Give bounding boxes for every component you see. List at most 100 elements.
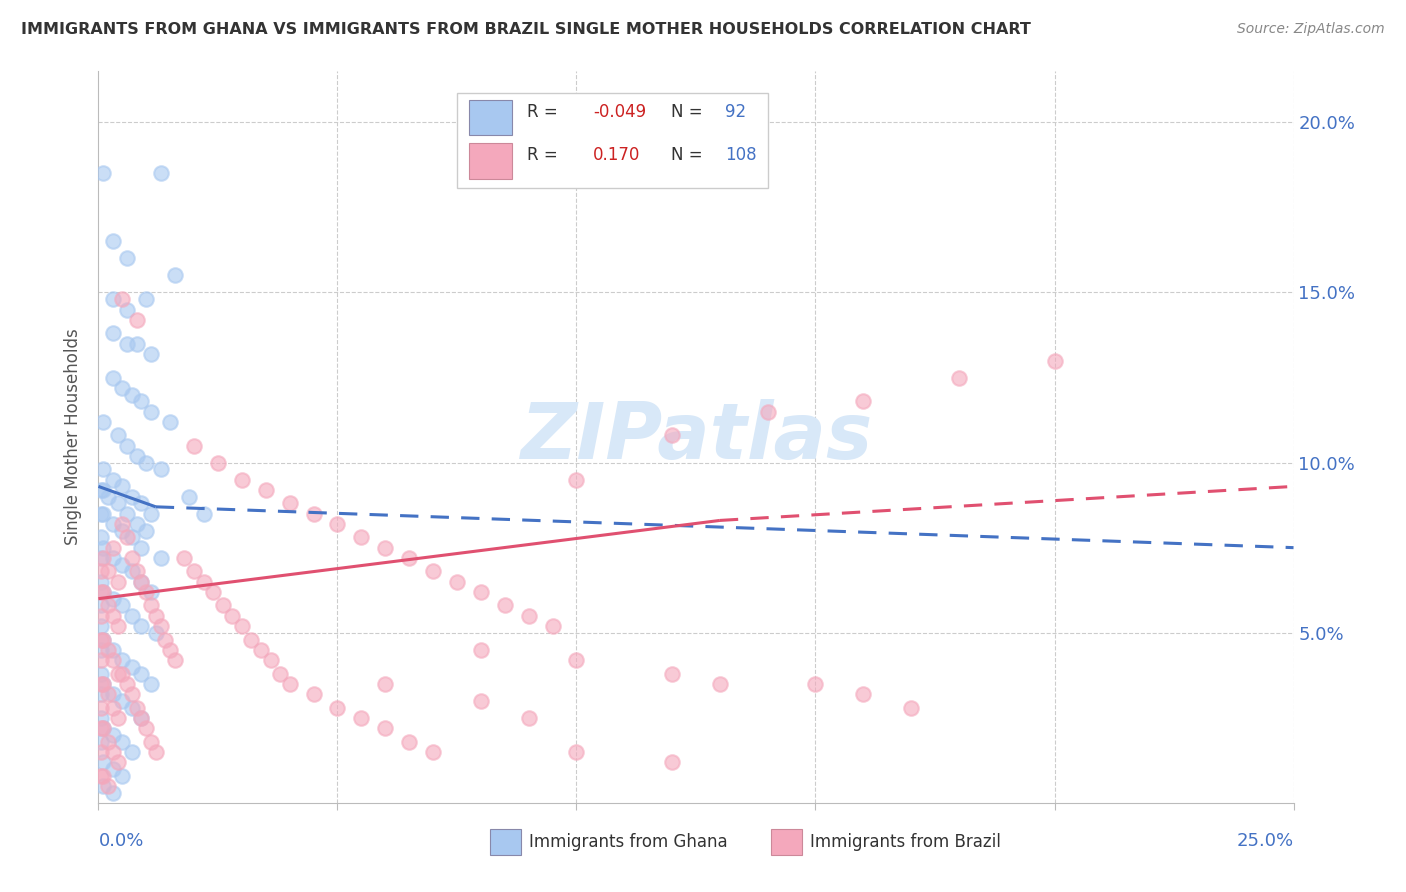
- Text: R =: R =: [527, 103, 558, 120]
- Point: [125, 336, 148, 351]
- Point: [91, 768, 114, 782]
- Point: [97, 565, 120, 579]
- Point: [173, 550, 195, 565]
- Point: [139, 734, 162, 748]
- Point: [565, 473, 588, 487]
- Point: [145, 625, 167, 640]
- Point: [91, 721, 114, 735]
- Point: [91, 507, 114, 521]
- Point: [278, 496, 301, 510]
- Point: [101, 473, 124, 487]
- Point: [111, 293, 134, 307]
- Point: [422, 745, 444, 759]
- Point: [97, 490, 120, 504]
- Point: [149, 166, 172, 180]
- Point: [131, 711, 153, 725]
- Point: [517, 608, 540, 623]
- Point: [115, 302, 138, 317]
- Point: [231, 473, 253, 487]
- Text: 108: 108: [724, 146, 756, 164]
- Point: [90, 483, 112, 497]
- Point: [125, 700, 148, 714]
- Text: N =: N =: [671, 103, 703, 120]
- Point: [90, 711, 112, 725]
- Point: [90, 599, 112, 613]
- Point: [259, 653, 281, 667]
- Point: [125, 312, 148, 326]
- Point: [121, 687, 143, 701]
- Point: [90, 677, 112, 691]
- Point: [948, 370, 970, 384]
- Point: [517, 711, 540, 725]
- Point: [131, 574, 153, 589]
- Point: [111, 734, 134, 748]
- Point: [709, 677, 731, 691]
- Point: [159, 642, 181, 657]
- Point: [159, 415, 181, 429]
- Text: R =: R =: [527, 146, 558, 164]
- Point: [90, 632, 112, 647]
- Point: [125, 565, 148, 579]
- Point: [115, 336, 138, 351]
- Point: [115, 507, 138, 521]
- Point: [101, 516, 124, 531]
- Point: [661, 755, 683, 769]
- Point: [115, 677, 138, 691]
- Point: [756, 404, 779, 418]
- Point: [90, 721, 112, 735]
- Point: [149, 550, 172, 565]
- Point: [422, 565, 444, 579]
- Text: 25.0%: 25.0%: [1236, 832, 1294, 850]
- Point: [149, 619, 172, 633]
- Point: [900, 700, 922, 714]
- Point: [179, 490, 201, 504]
- Point: [374, 677, 396, 691]
- Point: [91, 483, 114, 497]
- Point: [254, 483, 277, 497]
- Point: [131, 711, 153, 725]
- Point: [107, 574, 129, 589]
- Point: [107, 496, 129, 510]
- Point: [183, 565, 205, 579]
- Point: [111, 694, 134, 708]
- Point: [91, 550, 114, 565]
- Text: N =: N =: [671, 146, 703, 164]
- Point: [470, 585, 492, 599]
- Point: [326, 516, 349, 531]
- Point: [91, 721, 114, 735]
- Point: [163, 653, 186, 667]
- Point: [183, 439, 205, 453]
- Point: [111, 479, 134, 493]
- FancyBboxPatch shape: [772, 830, 803, 855]
- Point: [121, 608, 143, 623]
- Point: [121, 490, 143, 504]
- Point: [101, 326, 124, 341]
- Point: [149, 462, 172, 476]
- Point: [1043, 353, 1066, 368]
- Point: [101, 550, 124, 565]
- Point: [121, 659, 143, 673]
- Point: [202, 585, 225, 599]
- Point: [107, 755, 129, 769]
- Point: [101, 608, 124, 623]
- Text: 0.170: 0.170: [593, 146, 641, 164]
- Point: [470, 694, 492, 708]
- Text: 0.0%: 0.0%: [98, 832, 143, 850]
- Point: [91, 541, 114, 555]
- Point: [302, 687, 325, 701]
- Point: [107, 428, 129, 442]
- Y-axis label: Single Mother Households: Single Mother Households: [65, 329, 83, 545]
- Point: [121, 745, 143, 759]
- Point: [101, 728, 124, 742]
- Point: [107, 666, 129, 681]
- Point: [398, 734, 420, 748]
- Point: [565, 745, 588, 759]
- Point: [115, 439, 138, 453]
- Point: [446, 574, 468, 589]
- Point: [131, 394, 153, 409]
- Point: [193, 507, 215, 521]
- Point: [121, 550, 143, 565]
- FancyBboxPatch shape: [491, 830, 522, 855]
- Point: [111, 524, 134, 538]
- Text: 92: 92: [724, 103, 745, 120]
